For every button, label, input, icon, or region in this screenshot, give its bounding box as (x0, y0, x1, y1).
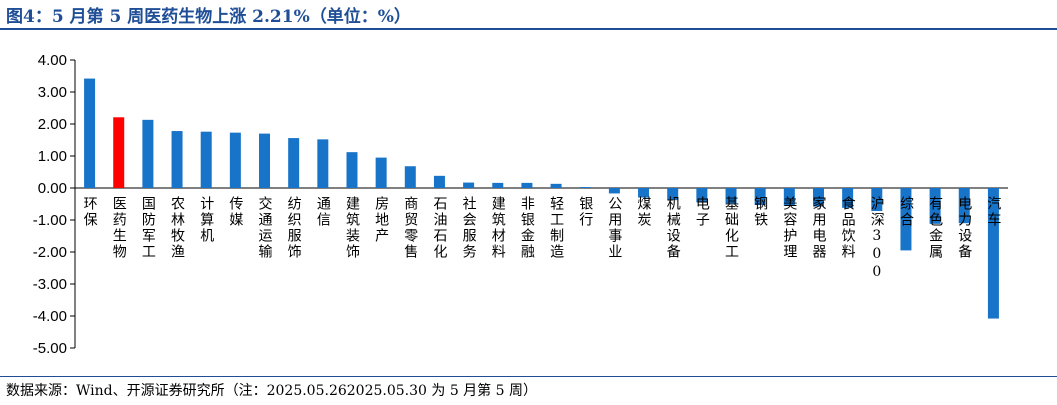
bar-8 (317, 139, 329, 188)
x-tick-label: 石油石化 (431, 196, 447, 260)
bar-30 (958, 188, 970, 224)
x-tick-label: 公用事业 (606, 196, 622, 260)
bar-9 (346, 152, 358, 188)
x-tick-label: 纺织服饰 (286, 196, 302, 260)
bar-25 (812, 188, 824, 207)
bar-4 (200, 131, 212, 188)
x-tick-label: 美容护理 (781, 196, 797, 260)
bar-chart: 4.00 3.00 2.00 1.00 0.00 -1.00 -2.00 -3.00 -4.00… (33, 52, 1008, 357)
bar-23 (754, 188, 766, 205)
bar-20 (667, 188, 679, 201)
bar-16 (550, 183, 562, 188)
x-tick-label: 有色金属 (927, 196, 943, 260)
bar-15 (521, 182, 533, 188)
x-tick-label: 交通运输 (257, 195, 273, 260)
y-tick-label: -2.00 (33, 244, 67, 261)
x-tick-label: 医药生物 (111, 196, 127, 260)
y-tick-label: -5.00 (33, 340, 67, 357)
x-axis-labels: 环保 医药生物 国防军工 农林牧渔 计算机 传媒 交通运输 纺织服饰 通信 建筑装饰 房地产 商贸零售… (82, 195, 1002, 282)
chart-title: 图4：5 月第 5 周医药生物上涨 2.21%（单位：%） (6, 7, 411, 27)
bar-18 (608, 188, 620, 194)
x-tick-label: 钢铁 (752, 196, 768, 228)
y-tick-label: 2.00 (38, 116, 67, 133)
x-tick-label: 通信 (315, 196, 331, 228)
x-tick-label: 电子 (694, 196, 710, 228)
bar-13 (463, 182, 475, 188)
x-tick-label: 轻工制造 (548, 196, 564, 260)
source-note: 数据来源：Wind、开源证券研究所（注：2025.05.262025.05.30… (6, 383, 537, 399)
x-tick-label: 社会服务 (461, 196, 477, 260)
y-tick-label: -3.00 (33, 276, 67, 293)
x-tick-label: 沪深300 (869, 196, 885, 282)
bar-24 (783, 188, 795, 206)
title-divider (0, 28, 1057, 30)
bar-10 (375, 157, 387, 188)
bar-11 (404, 166, 416, 188)
bar-22 (725, 188, 737, 204)
bars (84, 78, 999, 319)
x-tick-label: 传媒 (227, 196, 243, 228)
bar-17 (579, 187, 591, 188)
x-tick-label: 家用电器 (810, 195, 826, 260)
y-tick-label: -1.00 (33, 212, 67, 229)
x-tick-label: 机械设备 (665, 196, 681, 260)
y-tick-label: 4.00 (38, 52, 67, 69)
bar-0 (84, 78, 96, 188)
bar-27 (871, 188, 883, 212)
x-tick-label: 计算机 (198, 196, 214, 244)
x-tick-label: 煤炭 (636, 196, 652, 228)
bar-26 (842, 188, 854, 208)
x-tick-label: 银行 (577, 196, 593, 228)
x-tick-label: 农林牧渔 (169, 196, 185, 260)
x-tick-label: 综合 (898, 196, 914, 228)
bar-21 (696, 188, 708, 203)
y-tick-label: 1.00 (38, 148, 67, 165)
x-tick-label: 国防军工 (140, 196, 156, 260)
y-tick-label: -4.00 (33, 308, 67, 325)
y-tick-label: 3.00 (38, 84, 67, 101)
bar-28 (900, 188, 912, 251)
x-tick-label: 商贸零售 (402, 196, 418, 260)
bar-1 (113, 117, 125, 188)
bar-6 (259, 133, 271, 188)
x-tick-label: 汽车 (985, 196, 1001, 228)
x-tick-label: 环保 (82, 196, 98, 228)
bar-2 (142, 119, 154, 188)
footer-divider (0, 376, 1057, 377)
bar-31 (987, 188, 999, 319)
bar-5 (229, 132, 241, 188)
bar-12 (433, 175, 445, 188)
x-tick-label: 房地产 (373, 196, 389, 244)
bar-7 (288, 138, 300, 188)
x-tick-label: 建筑材料 (490, 196, 506, 260)
bar-29 (929, 188, 941, 224)
x-tick-label: 基础化工 (723, 195, 739, 260)
y-tick-label: 0.00 (38, 180, 67, 197)
bar-14 (492, 182, 504, 188)
x-tick-label: 非银金融 (519, 196, 535, 260)
x-tick-label: 建筑装饰 (344, 196, 360, 260)
bar-19 (638, 188, 650, 198)
x-tick-label: 电力设备 (956, 196, 972, 260)
bar-3 (171, 131, 183, 188)
x-tick-label: 食品饮料 (840, 195, 856, 260)
